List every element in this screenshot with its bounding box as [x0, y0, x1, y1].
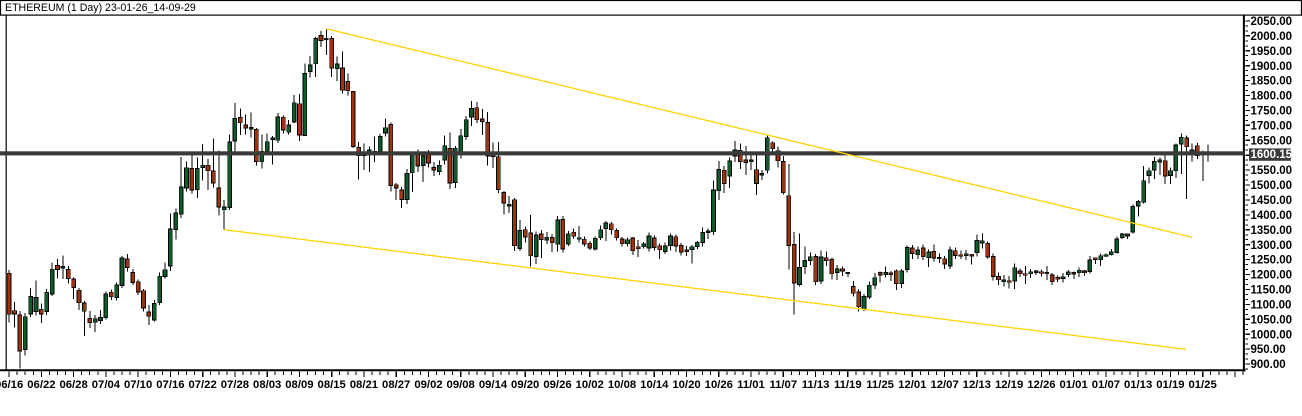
svg-text:12/07: 12/07	[930, 379, 958, 391]
svg-text:09/20: 09/20	[511, 379, 539, 391]
svg-text:09/08: 09/08	[447, 379, 475, 391]
svg-text:11/01: 11/01	[737, 379, 765, 391]
svg-text:1500.00: 1500.00	[1251, 180, 1293, 192]
svg-text:1850.00: 1850.00	[1251, 76, 1293, 88]
svg-text:1250.00: 1250.00	[1251, 255, 1293, 267]
svg-text:08/27: 08/27	[382, 379, 410, 391]
svg-text:01/01: 01/01	[1059, 379, 1087, 391]
svg-text:1750.00: 1750.00	[1251, 106, 1293, 118]
svg-text:1100.00: 1100.00	[1251, 299, 1292, 311]
svg-text:1600.15: 1600.15	[1251, 149, 1293, 161]
svg-text:1800.00: 1800.00	[1251, 91, 1293, 103]
svg-text:01/13: 01/13	[1124, 379, 1152, 391]
svg-text:1550.00: 1550.00	[1251, 165, 1293, 177]
svg-text:1350.00: 1350.00	[1251, 225, 1293, 237]
svg-text:06/28: 06/28	[59, 379, 87, 391]
svg-text:12/13: 12/13	[963, 379, 991, 391]
svg-text:07/22: 07/22	[188, 379, 216, 391]
svg-text:11/13: 11/13	[802, 379, 830, 391]
svg-text:08/03: 08/03	[253, 379, 281, 391]
svg-text:1700.00: 1700.00	[1251, 120, 1293, 132]
svg-text:11/25: 11/25	[866, 379, 894, 391]
svg-text:1950.00: 1950.00	[1251, 46, 1293, 58]
svg-text:1300.00: 1300.00	[1251, 240, 1293, 252]
svg-text:09/02: 09/02	[414, 379, 442, 391]
svg-text:1200.00: 1200.00	[1251, 270, 1293, 282]
svg-text:07/16: 07/16	[156, 379, 184, 391]
svg-text:08/09: 08/09	[285, 379, 313, 391]
svg-text:10/08: 10/08	[608, 379, 636, 391]
svg-text:09/14: 09/14	[479, 379, 508, 391]
svg-text:1450.00: 1450.00	[1251, 195, 1293, 207]
svg-text:06/16: 06/16	[0, 379, 23, 391]
svg-text:1000.00: 1000.00	[1251, 329, 1293, 341]
svg-text:08/15: 08/15	[318, 379, 346, 391]
svg-text:12/19: 12/19	[995, 379, 1023, 391]
svg-text:950.00: 950.00	[1251, 344, 1286, 356]
svg-text:12/01: 12/01	[898, 379, 926, 391]
svg-text:12/26: 12/26	[1027, 379, 1055, 391]
svg-text:1150.00: 1150.00	[1251, 285, 1292, 297]
svg-text:10/14: 10/14	[640, 379, 669, 391]
svg-text:1050.00: 1050.00	[1251, 314, 1293, 326]
svg-text:01/19: 01/19	[1156, 379, 1184, 391]
svg-text:10/26: 10/26	[705, 379, 733, 391]
svg-text:09/26: 09/26	[543, 379, 571, 391]
svg-text:10/02: 10/02	[576, 379, 604, 391]
svg-text:1900.00: 1900.00	[1251, 61, 1293, 73]
svg-text:01/07: 01/07	[1092, 379, 1120, 391]
svg-text:01/25: 01/25	[1188, 379, 1216, 391]
svg-text:1400.00: 1400.00	[1251, 210, 1293, 222]
svg-text:2050.00: 2050.00	[1251, 16, 1293, 28]
svg-text:10/20: 10/20	[672, 379, 700, 391]
svg-text:2000.00: 2000.00	[1251, 31, 1293, 43]
svg-text:1650.00: 1650.00	[1251, 135, 1293, 147]
svg-text:900.00: 900.00	[1251, 359, 1286, 371]
svg-text:07/10: 07/10	[124, 379, 152, 391]
svg-text:11/19: 11/19	[834, 379, 862, 391]
svg-text:ETHEREUM (1 Day) 23-01-26_14-0: ETHEREUM (1 Day) 23-01-26_14-09-29	[5, 2, 196, 14]
svg-text:07/04: 07/04	[92, 379, 121, 391]
svg-text:08/21: 08/21	[350, 379, 378, 391]
svg-text:07/28: 07/28	[221, 379, 249, 391]
svg-text:06/22: 06/22	[27, 379, 55, 391]
svg-text:11/07: 11/07	[769, 379, 797, 391]
